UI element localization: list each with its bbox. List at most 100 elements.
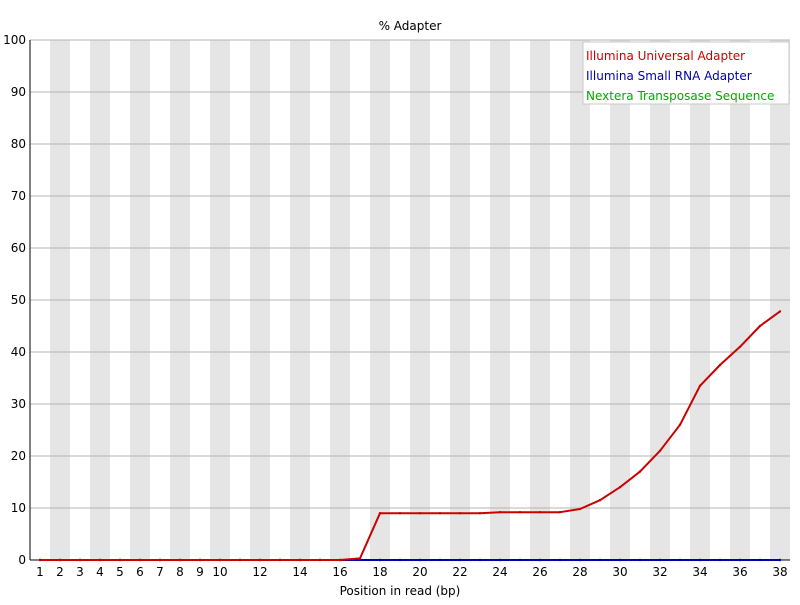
data-point [198,558,202,562]
data-point [378,558,382,562]
data-point [698,384,702,387]
data-point [518,510,522,514]
data-point [578,507,582,511]
y-tick-label: 20 [11,449,26,463]
x-tick-label: 28 [572,565,587,579]
data-point [98,558,102,562]
data-point [298,558,302,562]
data-point [238,558,242,562]
data-point [158,558,162,562]
y-tick-label: 50 [11,293,26,307]
data-point [318,558,322,562]
data-point [738,345,742,348]
data-point [358,557,362,560]
data-point [678,423,682,426]
data-point [718,363,722,367]
data-point [118,558,122,562]
y-tick-label: 30 [11,397,26,411]
data-point [58,558,62,562]
data-point [658,558,662,562]
series-lines [38,310,782,562]
data-point [558,558,562,562]
data-point [78,558,82,562]
data-point [278,558,282,562]
data-point [598,499,602,502]
data-point [258,558,262,562]
data-point [638,558,642,562]
data-point [398,558,402,562]
data-point [378,512,382,515]
x-tick-label: 22 [452,565,467,579]
legend-entry-illumina-universal-adapter: Illumina Universal Adapter [586,49,745,63]
data-point [498,510,502,514]
data-point [418,558,422,562]
data-point [38,558,42,562]
y-tick-label: 10 [11,501,26,515]
data-point [718,558,722,562]
data-point [778,310,782,313]
x-tick-label: 26 [532,565,547,579]
data-point [638,470,642,473]
legend-entry-illumina-small-rna-adapter: Illumina Small RNA Adapter [586,69,752,83]
legend-entry-nextera-transposase-sequence: Nextera Transposase Sequence [586,89,774,103]
x-tick-label: 6 [136,565,144,579]
chart-title: % Adapter [379,19,442,33]
x-tick-labels: 1 2 3 4 5 6 7 8 9 10 12 14 16 18 20 22 24 26 28 30 32 34 36 38 [36,565,787,579]
x-tick-label: 10 [212,565,227,579]
y-tick-label: 80 [11,137,26,151]
legend-box [582,41,790,105]
y-tick-label: 90 [11,85,26,99]
y-tick-label: 0 [18,553,26,567]
x-tick-label: 32 [652,565,667,579]
x-tick-label: 3 [76,565,84,579]
data-point [618,486,622,489]
x-tick-label: 18 [372,565,387,579]
x-tick-label: 7 [156,565,164,579]
x-tick-label: 14 [292,565,307,579]
x-tick-label: 4 [96,565,104,579]
data-point [438,558,442,562]
data-point [458,558,462,562]
series-line-illumina-universal-adapter [40,310,781,561]
data-point [518,558,522,562]
x-tick-label: 8 [176,565,184,579]
x-tick-label: 2 [56,565,64,579]
data-point [698,558,702,562]
x-tick-label: 1 [36,565,44,579]
y-tick-label: 40 [11,345,26,359]
y-tick-labels: 0 10 20 30 40 50 60 70 80 90 100 [3,33,26,567]
y-tick-label: 70 [11,189,26,203]
data-point [458,512,462,515]
data-point [338,558,342,562]
data-point [478,512,482,515]
x-tick-label: 30 [612,565,627,579]
legend: Illumina Universal Adapter Illumina Small… [582,41,790,105]
data-point [598,558,602,562]
data-point [618,558,622,562]
x-tick-label: 24 [492,565,507,579]
data-point [498,558,502,562]
x-tick-label: 36 [732,565,747,579]
x-tick-label: 9 [196,565,204,579]
data-point [138,558,142,562]
x-axis-label: Position in read (bp) [340,584,461,598]
data-point [758,558,762,562]
data-point [438,512,442,515]
data-point [218,558,222,562]
x-tick-label: 20 [412,565,427,579]
data-point [578,558,582,562]
data-point [778,558,782,562]
data-point [398,512,402,515]
data-point [178,558,182,562]
data-point [538,510,542,514]
y-tick-label: 100 [3,33,26,47]
data-point [738,558,742,562]
data-point [658,449,662,452]
data-point [558,510,562,514]
x-tick-label: 12 [252,565,267,579]
x-tick-label: 5 [116,565,124,579]
data-point [478,558,482,562]
x-tick-label: 16 [332,565,347,579]
